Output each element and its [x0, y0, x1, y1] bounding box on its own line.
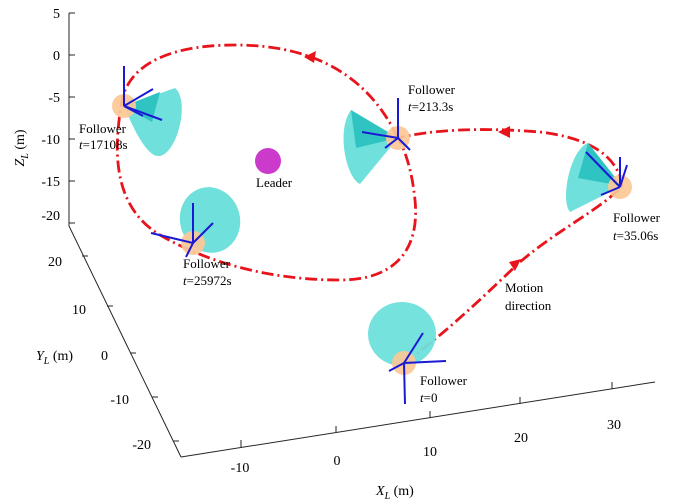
- z-tick-label: 0: [53, 49, 60, 64]
- follower-t35: Follower t=35.06s: [566, 143, 661, 243]
- leader-label: Leader: [256, 175, 293, 190]
- follower-time: t=17108s: [79, 137, 128, 152]
- y-tick-label: -10: [110, 393, 129, 408]
- y-tick-label: 0: [101, 349, 108, 364]
- follower-time: t=0: [420, 390, 437, 405]
- z-tick-label: -10: [41, 133, 60, 148]
- y-tick-label: -20: [132, 438, 151, 453]
- y-axis-label: YL (m): [36, 349, 73, 367]
- follower-t0: Follower t=0: [368, 302, 468, 405]
- x-tick-label: 0: [334, 454, 341, 469]
- z-axis-label: ZL (m): [13, 129, 31, 166]
- follower-time: t=213.3s: [408, 99, 453, 114]
- x-tick-label: 20: [514, 431, 528, 446]
- follower-label: Follower: [183, 256, 231, 271]
- cone-base: [368, 302, 436, 366]
- x-axis-label: XL (m): [375, 484, 414, 500]
- y-tick-label: 20: [48, 255, 62, 270]
- trajectory-loop: [115, 43, 418, 282]
- follower-t213: Follower t=213.3s: [343, 82, 456, 184]
- z-tick-labels: 5 0 -5 -10 -15 -20: [41, 7, 60, 224]
- x-tick-label: 30: [607, 418, 621, 433]
- follower-time: t=35.06s: [613, 228, 658, 243]
- x-tick-label: 10: [423, 445, 437, 460]
- trajectory-segment-start: [403, 185, 624, 365]
- arrow-marker: [304, 51, 316, 63]
- follower-label: Follower: [420, 373, 468, 388]
- follower-time: t=25972s: [183, 273, 232, 288]
- z-tick-label: -20: [41, 209, 60, 224]
- y-tick-label: 10: [72, 303, 86, 318]
- z-tick-label: 5: [53, 7, 60, 22]
- trajectory-arrows: [304, 51, 521, 271]
- y-axis-line: [68, 225, 182, 458]
- follower-t17108: Follower t=17108s: [79, 66, 182, 157]
- trajectory: [115, 43, 624, 365]
- x-tick-label: -10: [231, 461, 250, 476]
- leader-marker: [255, 148, 281, 174]
- follower-t25972: Follower t=25972s: [150, 187, 241, 288]
- motion-direction-label: direction: [505, 298, 552, 313]
- x-tick-labels: -10 0 10 20 30: [231, 418, 621, 476]
- arrow-marker: [509, 259, 521, 271]
- arrow-marker: [498, 126, 510, 138]
- y-tick-labels: 20 10 0 -10 -20: [48, 255, 151, 453]
- follower-label: Follower: [613, 210, 661, 225]
- z-tick-label: -15: [41, 175, 60, 190]
- motion-direction-label: Motion: [505, 280, 544, 295]
- follower-label: Follower: [79, 121, 127, 136]
- cone-body: [343, 110, 398, 184]
- z-tick-label: -5: [48, 91, 60, 106]
- cone-shade: [124, 92, 160, 122]
- follower-label: Follower: [408, 82, 456, 97]
- trajectory-segment-return: [397, 128, 624, 187]
- axes-frame: [68, 12, 656, 458]
- x-axis-line: [180, 381, 656, 458]
